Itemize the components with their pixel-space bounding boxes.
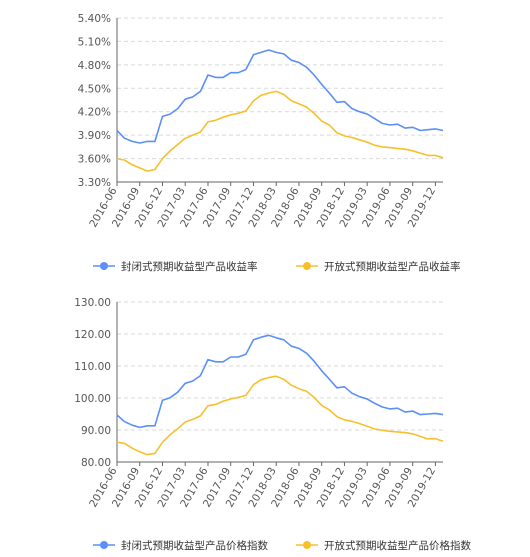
legend: 封闭式预期收益型产品收益率 开放式预期收益型产品收益率: [93, 260, 461, 273]
y-tick-label: 3.60%: [78, 154, 111, 166]
legend-label: 开放式预期收益型产品价格指数: [324, 539, 471, 552]
y-tick-label: 100.00: [74, 393, 111, 405]
chart-1: 5.40% 5.10% 4.80% 4.50% 4.20% 3.90% 3.60% 3.30%…: [78, 13, 461, 273]
legend-marker-dot: [100, 262, 108, 270]
series-line-2: [116, 90, 444, 172]
legend: 封闭式预期收益型产品价格指数 开放式预期收益型产品价格指数: [93, 539, 471, 552]
y-tick-label: 90.00: [81, 425, 111, 437]
y-tick-label: 4.20%: [78, 107, 111, 119]
series-line-2: [116, 375, 444, 456]
legend-marker-dot: [303, 262, 311, 270]
legend-label: 封闭式预期收益型产品收益率: [121, 260, 258, 273]
y-tick-label: 4.50%: [78, 83, 111, 95]
y-tick-label: 5.40%: [78, 13, 111, 25]
legend-label: 封闭式预期收益型产品价格指数: [121, 539, 268, 552]
y-tick-label: 130.00: [74, 297, 111, 309]
chart-2: 130.00120.00110.00100.0090.0080.002016-0…: [74, 297, 471, 552]
legend-label: 开放式预期收益型产品收益率: [324, 260, 461, 273]
series-line-1: [116, 334, 444, 429]
y-tick-label: 80.00: [81, 457, 111, 469]
y-tick-label: 120.00: [74, 329, 111, 341]
y-tick-label: 3.30%: [78, 177, 111, 189]
series-line-1: [116, 49, 444, 144]
y-tick-label: 110.00: [74, 361, 111, 373]
y-tick-label: 4.80%: [78, 60, 111, 72]
legend-marker-dot: [303, 541, 311, 549]
y-tick-label: 3.90%: [78, 130, 111, 142]
legend-marker-dot: [100, 541, 108, 549]
y-tick-label: 5.10%: [78, 36, 111, 48]
